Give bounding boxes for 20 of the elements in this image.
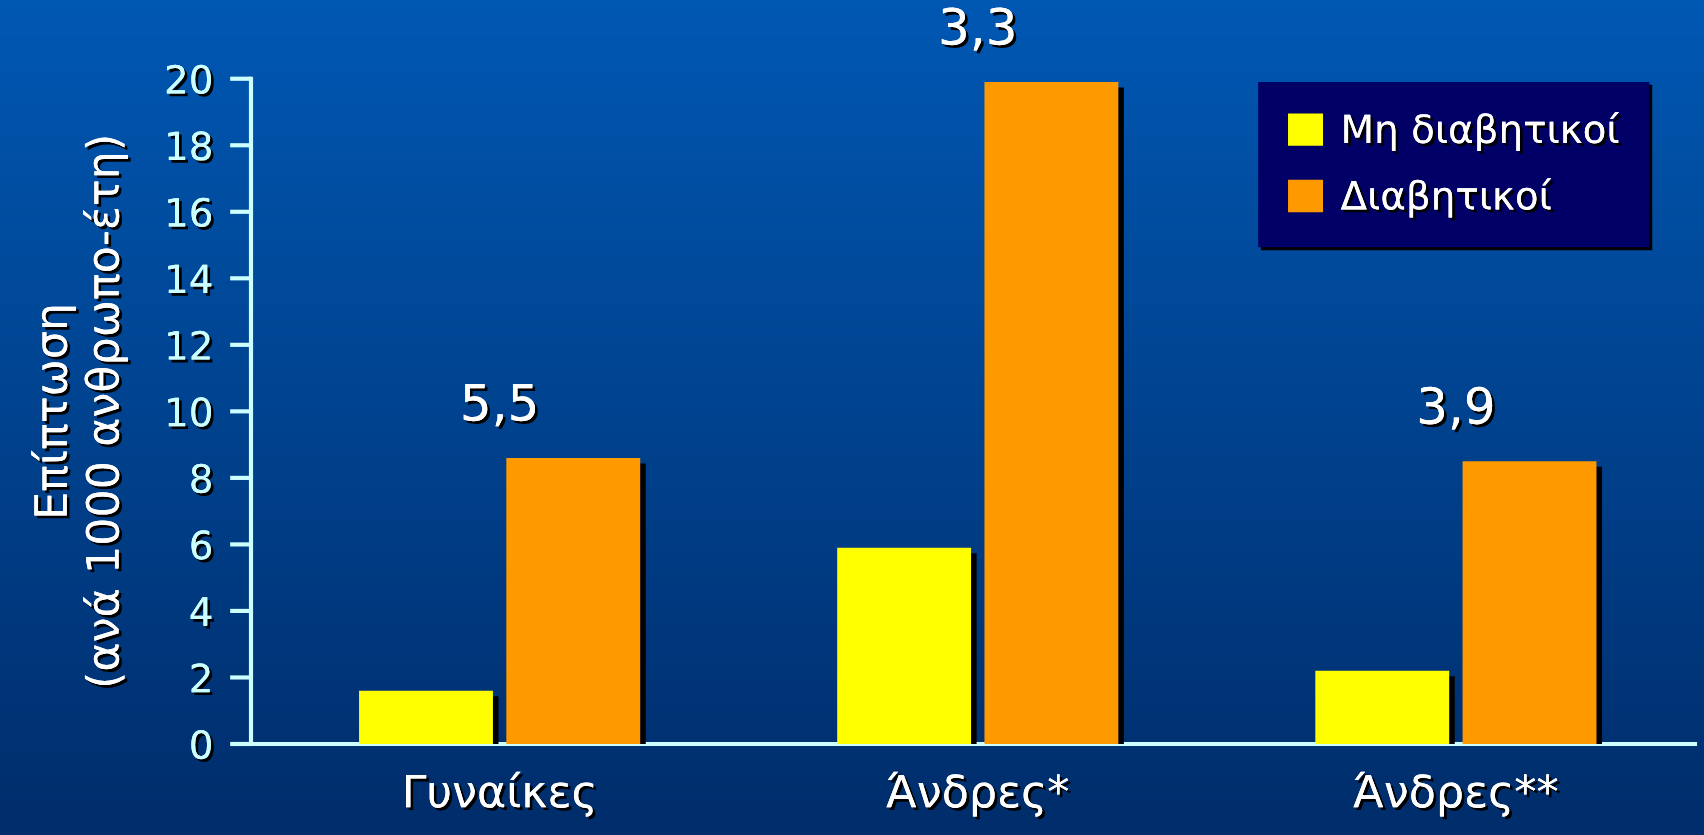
text: 3,3 <box>941 7 1017 54</box>
x-tick-label: Γυναίκες <box>406 771 596 820</box>
x-tick-label: Άνδρες* <box>886 771 1071 820</box>
legend-label: Διαβητικοί <box>1340 178 1555 221</box>
y-tick-label: 2 <box>191 663 213 696</box>
annotation: 5,5 <box>463 383 538 430</box>
annotation: 3,9 <box>1419 386 1495 433</box>
y-tick-label: 12 <box>168 330 213 363</box>
x-tick-label: Άνδρες** <box>1353 771 1561 820</box>
y-tick-label: 20 <box>166 64 214 97</box>
y-tick-label: 14 <box>168 264 215 296</box>
y-tick-label: 6 <box>191 530 214 563</box>
legend-label: Μη διαβητικοί <box>1344 111 1622 154</box>
y-tick-label: 4 <box>190 597 215 629</box>
y-tick-label: 10 <box>168 397 214 430</box>
y-tick-label: 18 <box>168 131 214 164</box>
y-tick-label: 16 <box>168 197 214 230</box>
y-tick-label: 0 <box>191 729 214 763</box>
y-tick-label: 8 <box>191 463 214 496</box>
y-axis-title: Επίπτωση (ανά 1000 ανθρωπο-έτη) <box>31 137 131 688</box>
